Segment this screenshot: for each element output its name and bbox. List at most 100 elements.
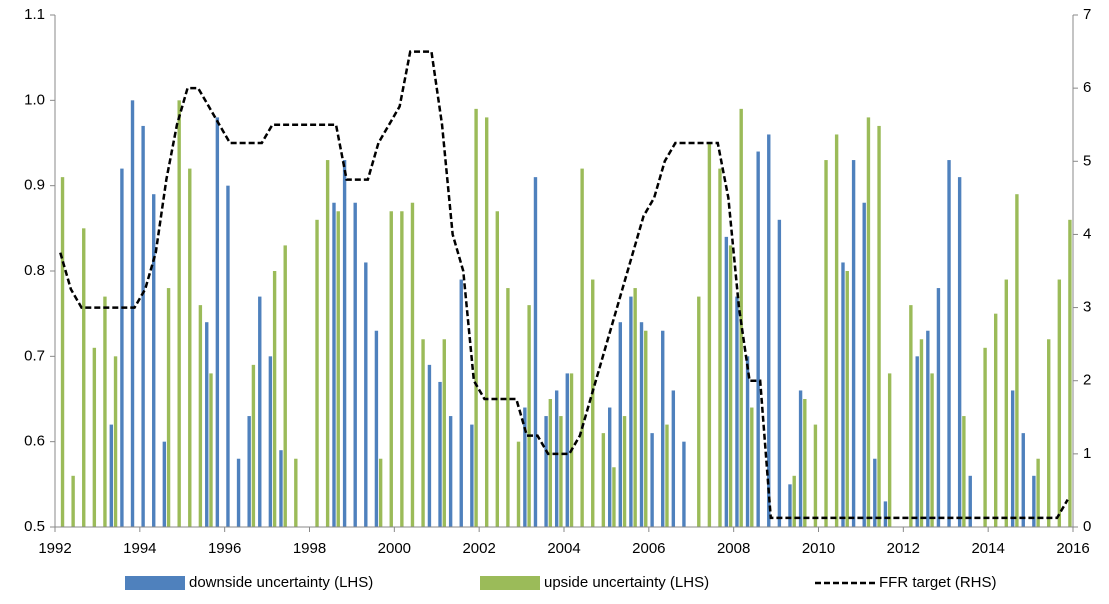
bar — [718, 168, 722, 527]
bar — [650, 433, 654, 527]
bar — [188, 168, 192, 527]
bar — [527, 305, 531, 527]
bar — [459, 279, 463, 527]
y2-tick-label: 0 — [1083, 518, 1091, 535]
y-tick-label: 1.1 — [24, 6, 45, 23]
bar — [633, 288, 637, 527]
bar — [739, 108, 743, 527]
bar — [1015, 194, 1019, 527]
x-tick-label: 2000 — [378, 540, 411, 557]
bar — [873, 458, 877, 527]
bar — [215, 117, 220, 528]
bar — [1068, 219, 1072, 528]
bar — [226, 185, 230, 527]
bar — [909, 305, 913, 527]
bar — [962, 416, 966, 527]
bar — [427, 364, 432, 527]
bar — [798, 390, 803, 527]
bar — [834, 134, 839, 527]
y-tick-label: 1.0 — [24, 91, 45, 108]
bar — [993, 313, 998, 527]
bar — [591, 279, 595, 527]
bar — [374, 330, 379, 527]
bar — [724, 236, 729, 527]
bar — [523, 407, 527, 527]
legend-label: FFR target (RHS) — [879, 574, 997, 591]
bar — [177, 100, 181, 527]
bar — [336, 211, 340, 527]
bar — [601, 433, 606, 527]
bar — [728, 245, 733, 527]
bar — [618, 322, 623, 527]
bar — [608, 407, 612, 527]
bar — [247, 416, 251, 527]
bar — [198, 305, 203, 527]
bar — [767, 134, 771, 527]
bar — [777, 219, 782, 528]
bar — [841, 262, 845, 527]
bar — [544, 416, 548, 527]
bar — [92, 347, 97, 527]
x-tick-label: 1992 — [38, 540, 71, 557]
bar — [533, 177, 538, 527]
bar — [484, 117, 489, 528]
bar — [697, 296, 701, 527]
bar — [930, 373, 934, 527]
y-tick-label: 0.5 — [24, 518, 45, 535]
bar — [983, 347, 987, 527]
bar — [866, 117, 871, 528]
bar — [756, 151, 760, 528]
x-tick-label: 2010 — [802, 540, 835, 557]
bar — [554, 390, 559, 527]
bar — [1032, 475, 1036, 527]
bar — [735, 296, 739, 527]
bar — [862, 202, 866, 527]
bar — [120, 168, 124, 527]
bar — [851, 160, 856, 528]
bar — [410, 202, 415, 527]
bar — [325, 160, 330, 528]
bar — [166, 288, 171, 527]
x-tick-label: 1994 — [123, 540, 156, 557]
bar — [548, 399, 553, 527]
bar — [788, 484, 792, 527]
bar — [665, 424, 669, 527]
y-tick-label: 0.9 — [24, 177, 45, 194]
bar — [750, 407, 754, 527]
bar — [1010, 390, 1015, 527]
y2-tick-label: 1 — [1083, 445, 1091, 462]
bar — [877, 125, 881, 527]
y2-tick-label: 6 — [1083, 79, 1091, 96]
y-tick-label: 0.7 — [24, 347, 45, 364]
bar — [1004, 279, 1008, 527]
x-tick-label: 2006 — [632, 540, 665, 557]
y-tick-label: 0.6 — [24, 433, 45, 450]
bar — [315, 219, 319, 528]
bar — [421, 339, 425, 527]
bar — [495, 211, 499, 527]
bar — [707, 143, 712, 527]
bar — [103, 296, 107, 527]
ffr-line — [59, 50, 1069, 520]
bar — [251, 364, 256, 527]
bar — [1036, 458, 1040, 527]
y2-tick-label: 5 — [1083, 152, 1091, 169]
bar — [1021, 433, 1025, 527]
bar — [661, 330, 665, 527]
bar — [565, 373, 569, 527]
bar — [926, 330, 930, 527]
bar — [130, 100, 135, 527]
legend-swatch — [480, 576, 540, 590]
bar — [71, 475, 75, 527]
bar — [887, 373, 892, 527]
bar — [332, 202, 336, 527]
bar — [342, 160, 347, 528]
bar — [883, 501, 888, 527]
bar — [448, 416, 453, 527]
bar — [845, 271, 849, 527]
bar — [258, 296, 262, 527]
bar — [671, 390, 676, 527]
y2-tick-label: 3 — [1083, 299, 1091, 316]
bar — [353, 202, 357, 527]
bar — [141, 125, 145, 527]
